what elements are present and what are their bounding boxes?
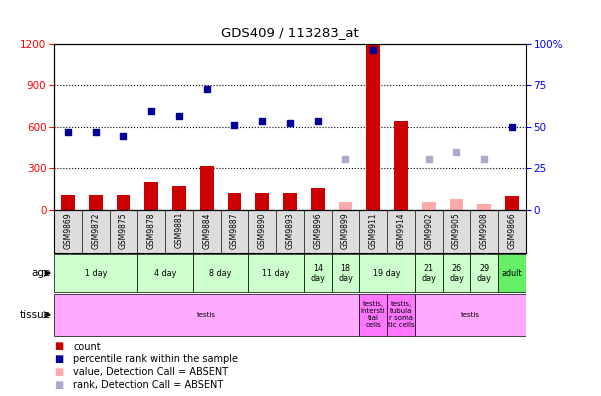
Bar	[283, 193, 297, 210]
Bar	[477, 204, 491, 210]
Text: GSM9881: GSM9881	[174, 212, 183, 248]
Text: GSM9866: GSM9866	[507, 212, 516, 249]
Text: 11 day: 11 day	[263, 269, 290, 278]
Bar	[332, 254, 359, 292]
Bar	[359, 254, 415, 292]
Text: age: age	[32, 268, 51, 278]
Text: GSM9896: GSM9896	[313, 212, 322, 249]
Text: GSM9890: GSM9890	[258, 212, 267, 249]
Bar	[61, 195, 75, 210]
Text: GSM9875: GSM9875	[119, 212, 128, 249]
Text: ■: ■	[54, 354, 63, 364]
Text: testis: testis	[461, 312, 480, 318]
Text: 19 day: 19 day	[373, 269, 401, 278]
Text: adult: adult	[502, 269, 522, 278]
Bar	[54, 254, 138, 292]
Text: GSM9899: GSM9899	[341, 212, 350, 249]
Text: GSM9884: GSM9884	[202, 212, 211, 249]
Text: GSM9872: GSM9872	[91, 212, 100, 249]
Bar	[359, 294, 387, 336]
Text: tissue: tissue	[20, 310, 51, 320]
Text: ■: ■	[54, 367, 63, 377]
Text: 21
day: 21 day	[421, 264, 436, 283]
Text: GSM9905: GSM9905	[452, 212, 461, 249]
Text: 26
day: 26 day	[449, 264, 464, 283]
Bar	[415, 254, 442, 292]
Text: GSM9911: GSM9911	[369, 212, 378, 249]
Text: 29
day: 29 day	[477, 264, 492, 283]
Bar	[387, 294, 415, 336]
Bar	[442, 254, 471, 292]
Text: 18
day: 18 day	[338, 264, 353, 283]
Bar	[366, 44, 380, 210]
Text: GSM9908: GSM9908	[480, 212, 489, 249]
Bar	[498, 254, 526, 292]
Text: rank, Detection Call = ABSENT: rank, Detection Call = ABSENT	[73, 379, 224, 390]
Text: testis,
intersti
tial
cells: testis, intersti tial cells	[361, 301, 386, 328]
Bar	[471, 254, 498, 292]
Bar	[144, 182, 158, 210]
Bar	[248, 254, 304, 292]
Text: GSM9902: GSM9902	[424, 212, 433, 249]
Bar	[172, 186, 186, 210]
Text: testis,
tubula
r soma
tic cells: testis, tubula r soma tic cells	[388, 301, 414, 328]
Bar	[138, 254, 193, 292]
Bar	[311, 188, 325, 210]
Text: ■: ■	[54, 341, 63, 352]
Bar	[422, 202, 436, 210]
Text: count: count	[73, 341, 101, 352]
Bar	[450, 200, 463, 210]
Text: GSM9893: GSM9893	[285, 212, 294, 249]
Text: GDS409 / 113283_at: GDS409 / 113283_at	[221, 26, 359, 39]
Bar	[54, 294, 359, 336]
Bar	[193, 254, 248, 292]
Text: 14
day: 14 day	[310, 264, 325, 283]
Bar	[89, 195, 103, 210]
Text: 8 day: 8 day	[209, 269, 232, 278]
Text: GSM9887: GSM9887	[230, 212, 239, 249]
Bar	[415, 294, 526, 336]
Text: GSM9878: GSM9878	[147, 212, 156, 249]
Bar	[505, 196, 519, 210]
Text: percentile rank within the sample: percentile rank within the sample	[73, 354, 239, 364]
Bar	[200, 166, 214, 210]
Text: ■: ■	[54, 379, 63, 390]
Text: GSM9869: GSM9869	[64, 212, 73, 249]
Text: testis: testis	[197, 312, 216, 318]
Bar	[338, 202, 352, 210]
Text: GSM9914: GSM9914	[397, 212, 406, 249]
Bar	[117, 195, 130, 210]
Bar	[228, 193, 242, 210]
Text: 4 day: 4 day	[154, 269, 176, 278]
Bar	[304, 254, 332, 292]
Bar	[394, 121, 408, 210]
Text: 1 day: 1 day	[85, 269, 107, 278]
Text: value, Detection Call = ABSENT: value, Detection Call = ABSENT	[73, 367, 228, 377]
Bar	[255, 193, 269, 210]
